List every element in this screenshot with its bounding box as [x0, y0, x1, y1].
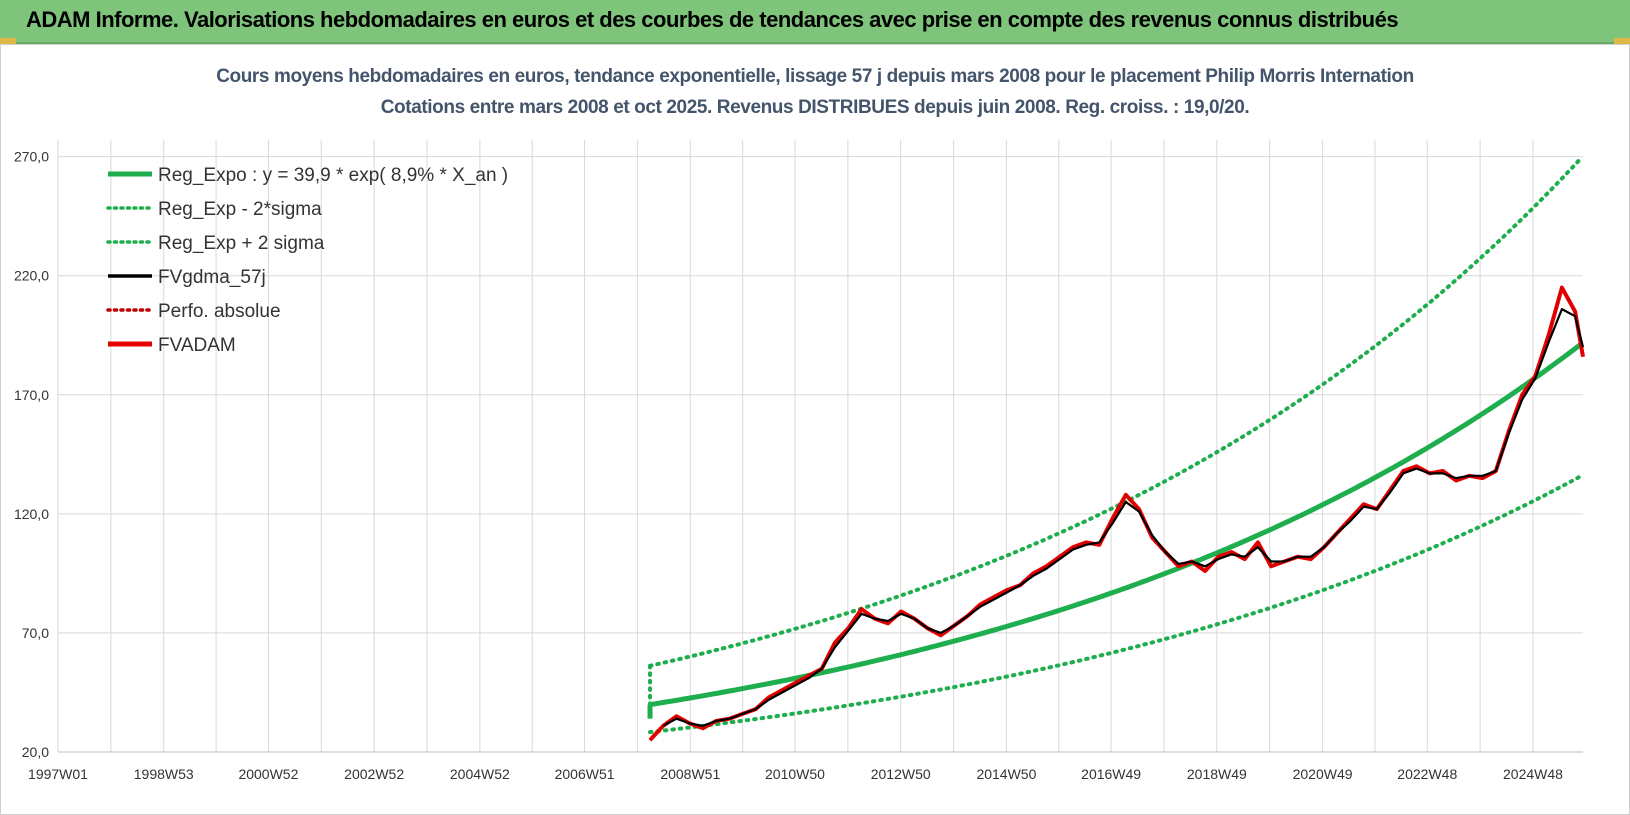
x-tick-label: 2004W52	[450, 766, 510, 782]
series-reg-expo	[647, 342, 1582, 719]
chart-legend: Reg_Expo : y = 39,9 * exp( 8,9% * X_an )…	[106, 165, 508, 356]
legend-label-adam: FVADAM	[158, 335, 236, 356]
legend-label-high: Reg_Exp + 2 sigma	[158, 233, 325, 254]
x-tick-label: 1998W53	[134, 766, 194, 782]
legend-label-reg: Reg_Expo : y = 39,9 * exp( 8,9% * X_an )	[158, 165, 508, 186]
x-tick-label: 2014W50	[976, 766, 1036, 782]
corner-mark-right	[1614, 38, 1630, 44]
y-tick-label: 120,0	[14, 506, 49, 522]
x-tick-label: 2000W52	[238, 766, 298, 782]
x-axis-ticks: 1997W01 1998W53 2000W52 2002W52 2004W52 2006W…	[28, 766, 1563, 782]
horizontal-gridlines	[58, 156, 1583, 753]
y-tick-label: 170,0	[14, 387, 49, 403]
series-fvgdma-57j	[662, 308, 1585, 727]
series-reg-exp-minus-2sigma	[648, 474, 1583, 735]
x-tick-label: 2018W49	[1187, 766, 1247, 782]
x-tick-label: 1997W01	[28, 766, 88, 782]
series-reg-exp-plus-2sigma	[648, 156, 1583, 707]
y-tick-label: 70,0	[22, 625, 49, 641]
corner-mark-left	[0, 38, 16, 44]
x-tick-label: 2002W52	[344, 766, 404, 782]
y-axis-ticks: 20,0 70,0 120,0 170,0 220,0 270,0	[14, 149, 49, 760]
banner-title: ADAM Informe. Valorisations hebdomadaire…	[26, 7, 1399, 32]
x-tick-label: 2010W50	[765, 766, 825, 782]
vertical-gridlines	[57, 140, 1534, 752]
legend-label-perfo: Perfo. absolue	[158, 301, 281, 322]
series-layer	[647, 156, 1585, 742]
x-tick-label: 2008W51	[660, 766, 720, 782]
y-tick-label: 220,0	[14, 268, 49, 284]
chart-subtitle: Cotations entre mars 2008 et oct 2025. R…	[380, 97, 1250, 118]
legend-label-low: Reg_Exp - 2*sigma	[158, 199, 322, 220]
y-tick-label: 20,0	[22, 744, 49, 760]
chart-title: Cours moyens hebdomadaires en euros, ten…	[216, 66, 1414, 87]
x-tick-label: 2016W49	[1081, 766, 1141, 782]
y-tick-label: 270,0	[14, 149, 49, 165]
legend-label-gdma: FVgdma_57j	[158, 267, 266, 288]
report-banner: ADAM Informe. Valorisations hebdomadaire…	[0, 0, 1630, 44]
x-tick-label: 2006W51	[555, 766, 615, 782]
x-tick-label: 2020W49	[1293, 766, 1353, 782]
x-tick-label: 2022W48	[1397, 766, 1457, 782]
x-tick-label: 2024W48	[1503, 766, 1563, 782]
x-tick-label: 2012W50	[871, 766, 931, 782]
